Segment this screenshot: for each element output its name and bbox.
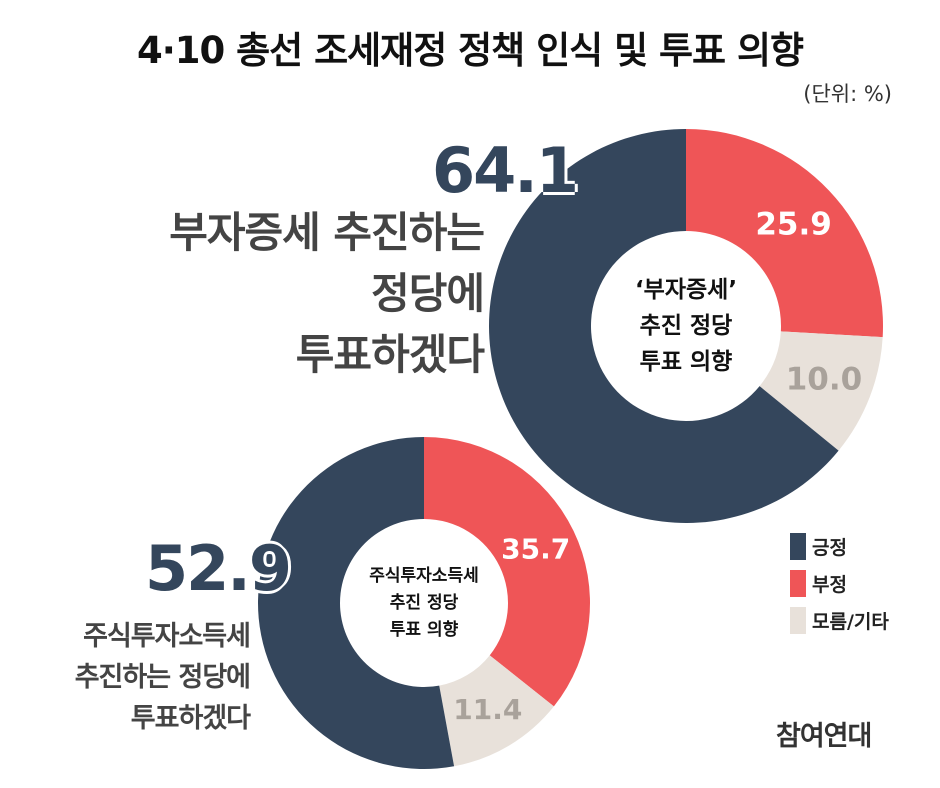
donut-2-center-label-line-2: 추진 정당	[390, 593, 459, 613]
donut-2-center-label-line-1: 주식투자소득세	[369, 566, 478, 586]
legend-swatch-other	[790, 606, 806, 634]
legend: 긍정 부정 모름/기타	[790, 532, 889, 643]
legend-label-other: 모름/기타	[812, 610, 889, 633]
donut-1-slice-positive	[488, 129, 839, 523]
caption-2-line-2: 추진하는 정당에	[74, 662, 251, 693]
legend-item-negative: 부정	[790, 569, 889, 597]
donut-1-center-label-line-1: ‘부자증세’	[635, 277, 737, 303]
legend-label-positive: 긍정	[812, 536, 847, 559]
caption-1-line-3: 투표하겠다	[295, 330, 485, 379]
legend-swatch-positive	[790, 532, 806, 560]
donut-2-slice-other	[439, 655, 554, 767]
donut-1-center-label-line-2: 추진 정당	[640, 313, 733, 339]
unit-label: (단위: %)	[803, 82, 892, 106]
legend-label-negative: 부정	[812, 573, 847, 596]
chart-title: 4·10 총선 조세재정 정책 인식 및 투표 의향	[136, 29, 804, 72]
donut-2-slice-positive	[257, 436, 455, 769]
legend-item-positive: 긍정	[790, 532, 889, 560]
caption-1-line-2: 정당에	[371, 269, 485, 318]
donut-1-slice-negative	[686, 129, 883, 338]
donut-2-value-label-negative: 35.7	[501, 533, 570, 566]
legend-swatch-negative	[790, 569, 806, 597]
donut-2-value-label-other: 11.4	[453, 693, 522, 726]
highlight-value-2: 52.9	[145, 532, 292, 605]
donut-1-value-label-negative: 25.9	[755, 206, 832, 242]
caption-1: 부자증세 추진하는 정당에 투표하겠다	[169, 202, 485, 385]
donut-1-slice-other	[759, 331, 883, 451]
logo-text: 참여연대	[776, 721, 872, 752]
highlight-value-1: 64.1	[432, 134, 579, 207]
donut-2-slice-negative	[424, 437, 590, 707]
donut-2-center-label-line-3: 투표 의향	[390, 619, 459, 640]
caption-1-line-1: 부자증세 추진하는	[169, 208, 485, 257]
caption-2-line-1: 주식투자소득세	[83, 621, 251, 652]
legend-item-other: 모름/기타	[790, 606, 889, 634]
caption-2-line-3: 투표하겠다	[130, 703, 251, 734]
donut-1-value-label-other: 10.0	[786, 362, 863, 398]
donut-1-center-label-line-3: 투표 의향	[640, 349, 733, 375]
caption-2: 주식투자소득세 추진하는 정당에 투표하겠다	[74, 616, 251, 739]
